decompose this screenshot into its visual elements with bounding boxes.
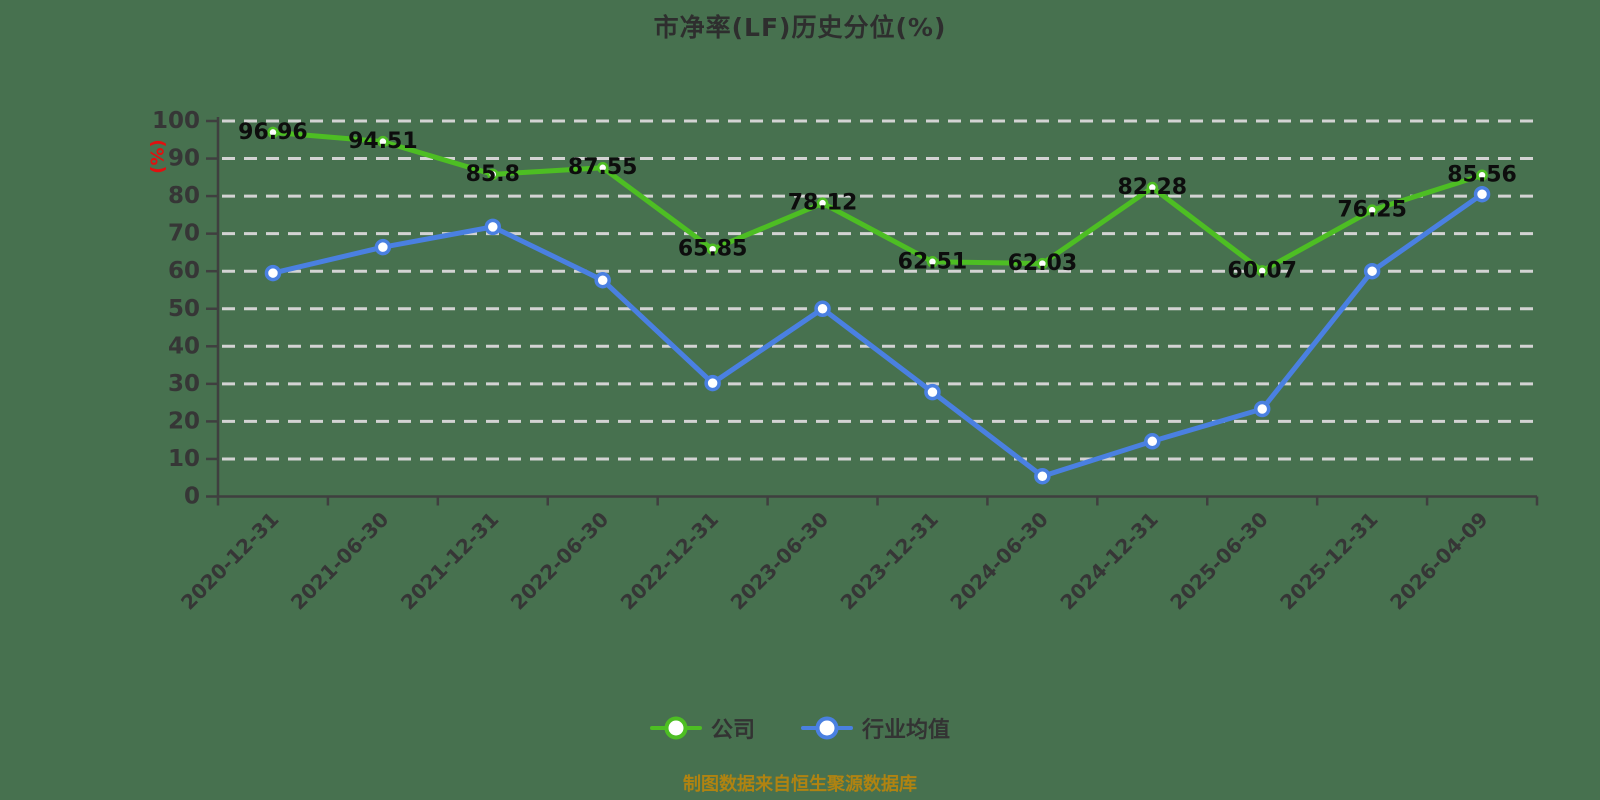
company-data-point-2022-06-30[interactable] <box>596 161 609 174</box>
company-value-label-2024-12-31: 82.28 <box>1117 175 1187 200</box>
y-tick-label-90: 90 <box>168 146 200 172</box>
company-series-line <box>270 129 1485 274</box>
industry-data-point-2024-12-31[interactable] <box>1144 433 1161 450</box>
company-value-label-2021-06-30: 94.51 <box>348 129 418 154</box>
x-tick-label-2021-12-31: 2021-12-31 <box>396 507 503 614</box>
y-tick-label-60: 60 <box>168 258 200 284</box>
company-data-point-2023-12-31[interactable] <box>926 256 939 268</box>
x-tick-label-2024-12-31: 2024-12-31 <box>1055 507 1162 614</box>
company-data-point-2023-06-30[interactable] <box>816 197 829 209</box>
data-source-note: 制图数据来自恒生聚源数据库 <box>683 774 917 795</box>
chart-title: 市净率(LF)历史分位(%) <box>653 13 947 42</box>
y-tick-label-40: 40 <box>168 333 200 359</box>
legend-item-company[interactable]: 公司 <box>649 712 755 744</box>
y-tick-label-80: 80 <box>168 183 200 209</box>
company-data-point-2025-06-30[interactable] <box>1256 265 1268 277</box>
company-value-label-2025-12-31: 76.25 <box>1337 198 1407 223</box>
industry-data-point-2022-12-31[interactable] <box>704 374 721 392</box>
company-value-label-2023-06-30: 78.12 <box>788 191 858 216</box>
company-value-label-2022-12-31: 65.85 <box>678 237 748 262</box>
legend-label-industry-average: 行业均值 <box>862 718 951 743</box>
industry-series-line <box>270 191 1485 479</box>
y-tick-label-0: 0 <box>184 484 200 510</box>
company-data-point-2026-04-09[interactable] <box>1476 169 1488 181</box>
company-data-point-2021-06-30[interactable] <box>377 135 389 148</box>
company-value-label-2025-06-30: 60.07 <box>1227 258 1297 283</box>
company-data-point-2021-12-31[interactable] <box>487 168 499 181</box>
company-data-point-2024-12-31[interactable] <box>1146 181 1159 194</box>
company-value-label-2021-12-31: 85.8 <box>466 162 520 187</box>
industry-data-point-2023-06-30[interactable] <box>814 300 831 317</box>
x-tick-label-2024-06-30: 2024-06-30 <box>945 507 1052 614</box>
industry-data-point-2021-12-31[interactable] <box>484 218 502 236</box>
x-tick-label-2026-04-09: 2026-04-09 <box>1385 507 1492 614</box>
industry-data-point-2024-06-30[interactable] <box>1034 467 1051 485</box>
y-tick-label-10: 10 <box>168 446 200 472</box>
industry-data-point-2020-12-31[interactable] <box>264 264 282 282</box>
x-tick-label-2022-12-31: 2022-12-31 <box>616 507 723 614</box>
company-value-label-2023-12-31: 62.51 <box>898 249 968 274</box>
industry-legend-marker-icon <box>801 716 853 740</box>
x-tick-label-2020-12-31: 2020-12-31 <box>176 507 283 614</box>
industry-data-point-2021-06-30[interactable] <box>374 238 392 256</box>
company-legend-marker-icon <box>649 716 702 740</box>
company-legend-dot-icon <box>664 716 688 740</box>
company-value-label-2020-12-31: 96.96 <box>238 120 308 145</box>
company-value-label-2022-06-30: 87.55 <box>568 155 638 180</box>
x-tick-label-2025-12-31: 2025-12-31 <box>1275 507 1382 614</box>
x-tick-label-2023-06-30: 2023-06-30 <box>726 507 833 614</box>
legend-item-industry-average[interactable]: 行业均值 <box>801 712 950 744</box>
x-tick-label-2025-06-30: 2025-06-30 <box>1165 507 1272 614</box>
company-data-point-2020-12-31[interactable] <box>267 126 279 139</box>
industry-data-point-2025-06-30[interactable] <box>1253 400 1271 418</box>
y-tick-label-70: 70 <box>168 221 200 247</box>
y-tick-label-30: 30 <box>168 371 200 397</box>
x-tick-label-2023-12-31: 2023-12-31 <box>836 507 943 614</box>
industry-data-point-2025-12-31[interactable] <box>1363 262 1381 280</box>
industry-data-point-2023-12-31[interactable] <box>924 383 941 401</box>
company-data-point-2022-12-31[interactable] <box>706 243 719 255</box>
x-tick-label-2022-06-30: 2022-06-30 <box>506 507 613 614</box>
company-data-point-2025-12-31[interactable] <box>1366 204 1378 216</box>
y-tick-label-50: 50 <box>168 296 200 322</box>
y-tick-label-20: 20 <box>168 408 200 434</box>
industry-data-point-2022-06-30[interactable] <box>594 271 611 289</box>
industry-data-point-2026-04-09[interactable] <box>1473 185 1491 203</box>
company-value-label-2024-06-30: 62.03 <box>1008 251 1078 276</box>
company-data-point-2024-06-30[interactable] <box>1036 257 1049 270</box>
company-value-label-2026-04-09: 85.56 <box>1447 163 1517 188</box>
x-tick-label-2021-06-30: 2021-06-30 <box>286 507 393 614</box>
y-tick-label-100: 100 <box>152 108 200 134</box>
legend-label-company: 公司 <box>710 718 755 743</box>
industry-legend-dot-icon <box>815 716 839 740</box>
chart-legend: 公司 行业均值 <box>0 712 1600 744</box>
